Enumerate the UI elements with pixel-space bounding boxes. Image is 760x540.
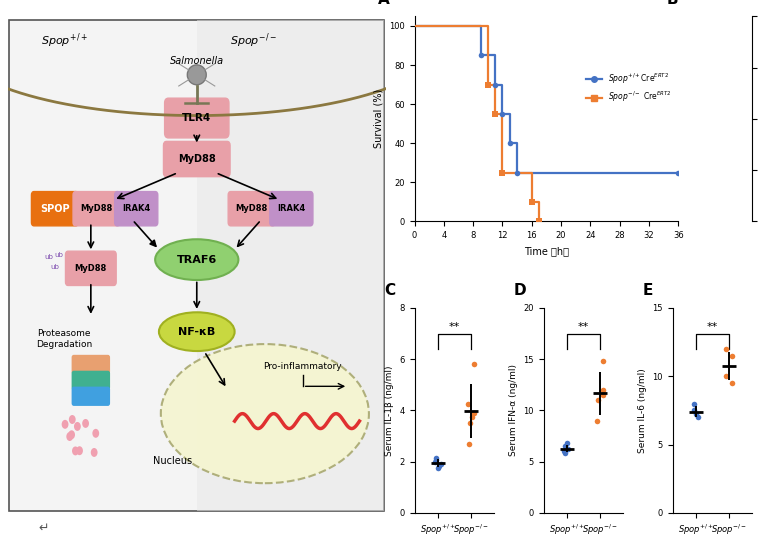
Point xyxy=(720,345,732,353)
FancyBboxPatch shape xyxy=(31,192,78,226)
Ellipse shape xyxy=(66,432,73,441)
Text: A: A xyxy=(378,0,389,7)
Point xyxy=(726,379,738,387)
Point xyxy=(726,352,738,360)
Text: D: D xyxy=(514,284,526,299)
Ellipse shape xyxy=(82,419,89,428)
Ellipse shape xyxy=(90,448,97,457)
Text: MyD88: MyD88 xyxy=(178,154,216,164)
Point xyxy=(690,410,702,419)
Text: TRAF6: TRAF6 xyxy=(176,255,217,265)
Text: TLR4: TLR4 xyxy=(182,113,211,123)
Text: ub: ub xyxy=(45,254,54,260)
Text: Salmonella: Salmonella xyxy=(169,56,224,66)
X-axis label: Time （h）: Time （h） xyxy=(524,246,569,256)
Ellipse shape xyxy=(69,415,76,424)
FancyBboxPatch shape xyxy=(165,98,229,138)
FancyBboxPatch shape xyxy=(228,192,275,226)
Text: IRAK4: IRAK4 xyxy=(277,204,306,213)
Point xyxy=(559,442,571,450)
Point xyxy=(433,461,445,470)
Point xyxy=(561,439,573,448)
Point xyxy=(562,445,575,454)
Point xyxy=(429,457,441,466)
Text: **: ** xyxy=(449,322,460,332)
Ellipse shape xyxy=(155,239,239,280)
FancyBboxPatch shape xyxy=(73,192,120,226)
Text: MyD88: MyD88 xyxy=(74,264,107,273)
Point xyxy=(467,409,480,417)
Point xyxy=(559,449,572,458)
Y-axis label: Survival (%): Survival (%) xyxy=(374,89,384,148)
Ellipse shape xyxy=(159,312,235,351)
Text: MyD88: MyD88 xyxy=(81,204,112,213)
Point xyxy=(468,360,480,368)
Point xyxy=(432,464,444,472)
Text: Proteasome
Degradation: Proteasome Degradation xyxy=(36,329,93,349)
Text: IRAK4: IRAK4 xyxy=(122,204,150,213)
FancyBboxPatch shape xyxy=(115,192,158,226)
Point xyxy=(688,406,700,415)
Point xyxy=(464,419,476,428)
Y-axis label: Serum IFN-α (ng/ml): Serum IFN-α (ng/ml) xyxy=(509,364,518,456)
Point xyxy=(597,386,610,394)
Ellipse shape xyxy=(93,429,99,438)
Point xyxy=(597,390,609,399)
Point xyxy=(430,454,442,462)
Y-axis label: Serum IL-6 (ng/ml): Serum IL-6 (ng/ml) xyxy=(638,368,647,453)
FancyBboxPatch shape xyxy=(65,251,116,286)
Text: ↵: ↵ xyxy=(38,522,49,535)
Point xyxy=(597,357,609,366)
Text: C: C xyxy=(385,284,395,299)
Point xyxy=(591,416,603,425)
Text: ub: ub xyxy=(54,252,63,258)
Text: MyD88: MyD88 xyxy=(236,204,268,213)
Point xyxy=(558,447,570,456)
Text: ub: ub xyxy=(50,264,59,270)
FancyBboxPatch shape xyxy=(72,355,109,373)
Text: SPOP: SPOP xyxy=(40,204,70,214)
Text: **: ** xyxy=(578,322,589,332)
FancyBboxPatch shape xyxy=(72,387,109,405)
Legend: $Spop^{+/+}$Cre$^{ERT2}$, $Spop^{-/-}$ Cre$^{ERT2}$: $Spop^{+/+}$Cre$^{ERT2}$, $Spop^{-/-}$ C… xyxy=(584,69,674,107)
Point xyxy=(435,460,447,469)
Ellipse shape xyxy=(76,446,83,455)
FancyBboxPatch shape xyxy=(72,372,109,389)
Text: Nucleus: Nucleus xyxy=(153,456,192,466)
Text: $Spop^{+/+}$: $Spop^{+/+}$ xyxy=(41,32,87,50)
Bar xyxy=(197,19,384,510)
Text: **: ** xyxy=(707,322,718,332)
Point xyxy=(429,456,442,465)
FancyBboxPatch shape xyxy=(163,141,230,177)
Ellipse shape xyxy=(161,344,369,483)
Point xyxy=(689,399,701,408)
Ellipse shape xyxy=(74,422,81,431)
FancyBboxPatch shape xyxy=(270,192,313,226)
Point xyxy=(591,396,603,404)
FancyBboxPatch shape xyxy=(9,19,384,510)
Point xyxy=(720,372,732,381)
Ellipse shape xyxy=(72,447,79,455)
Point xyxy=(463,440,475,448)
Text: B: B xyxy=(667,0,679,7)
Ellipse shape xyxy=(187,65,206,85)
Text: $Spop^{-/-}$: $Spop^{-/-}$ xyxy=(230,32,277,50)
Text: NF-κB: NF-κB xyxy=(178,327,215,336)
Point xyxy=(466,413,478,421)
Ellipse shape xyxy=(68,430,75,439)
Point xyxy=(692,413,704,422)
Text: E: E xyxy=(642,284,653,299)
Text: Pro-inflammatory: Pro-inflammatory xyxy=(264,362,342,371)
Point xyxy=(462,400,474,408)
Y-axis label: Serum IL-1β (ng/ml): Serum IL-1β (ng/ml) xyxy=(385,365,394,456)
Ellipse shape xyxy=(62,420,68,429)
